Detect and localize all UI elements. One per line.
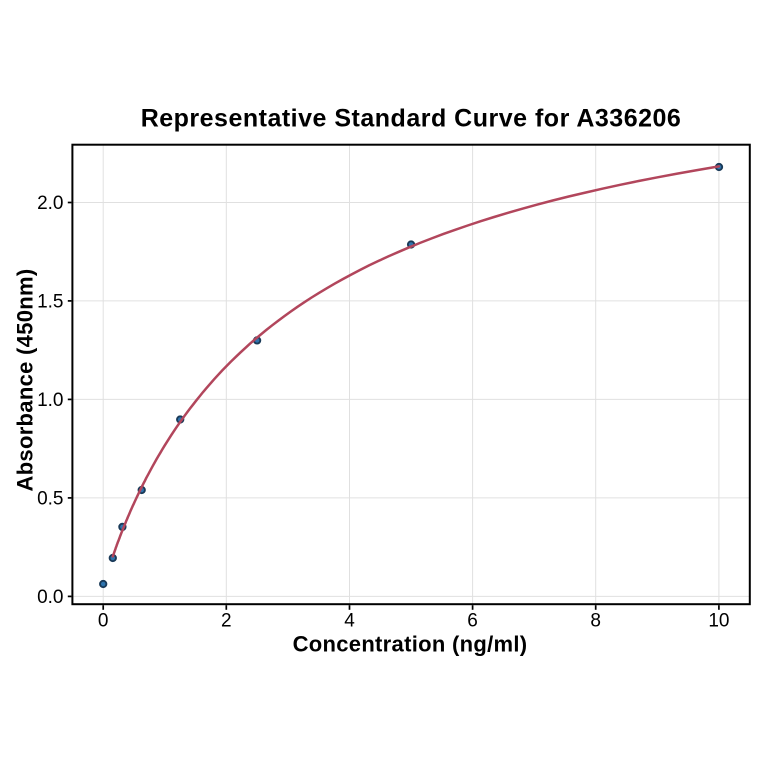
svg-text:1.5: 1.5 (37, 291, 63, 312)
svg-text:2.0: 2.0 (37, 193, 63, 214)
svg-text:Representative Standard Curve: Representative Standard Curve for A33620… (141, 105, 682, 133)
svg-text:8: 8 (590, 611, 601, 632)
svg-text:0.5: 0.5 (37, 488, 63, 509)
svg-text:2: 2 (221, 611, 232, 632)
svg-text:4: 4 (344, 611, 355, 632)
svg-text:Concentration (ng/ml): Concentration (ng/ml) (293, 632, 528, 657)
svg-text:10: 10 (708, 611, 729, 632)
svg-text:6: 6 (467, 611, 478, 632)
svg-text:1.0: 1.0 (37, 390, 63, 411)
svg-text:0: 0 (98, 611, 109, 632)
svg-text:Absorbance (450nm): Absorbance (450nm) (13, 268, 38, 491)
svg-text:0.0: 0.0 (37, 587, 63, 608)
